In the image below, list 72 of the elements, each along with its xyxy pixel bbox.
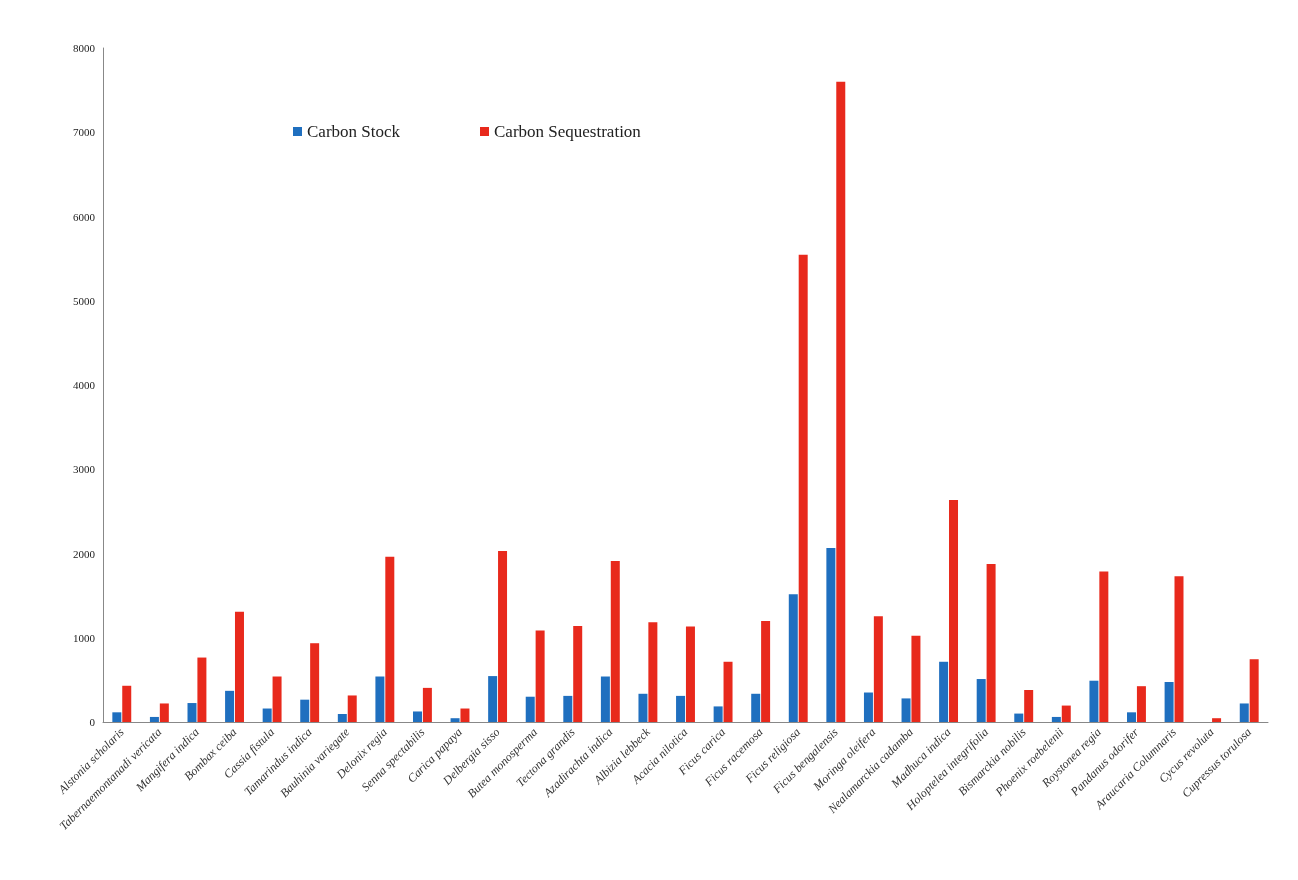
- bar: [122, 685, 132, 722]
- legend-label: Carbon Stock: [307, 122, 401, 141]
- bar: [1164, 681, 1174, 722]
- bar: [610, 561, 620, 722]
- bar: [573, 625, 583, 722]
- bar: [1061, 705, 1071, 722]
- bar: [385, 556, 395, 722]
- bar: [1239, 703, 1249, 722]
- bar: [676, 695, 686, 722]
- bar: [1127, 712, 1137, 722]
- y-tick-label: 7000: [73, 126, 96, 139]
- bar: [873, 616, 883, 722]
- bar: [563, 695, 573, 722]
- bar: [1249, 659, 1259, 722]
- y-tick-label: 0: [89, 716, 96, 728]
- y-tick-label: 5000: [73, 294, 96, 307]
- bar: [197, 657, 207, 722]
- bar: [986, 564, 996, 722]
- bar: [272, 676, 282, 722]
- bar: [375, 676, 385, 722]
- bar: [788, 594, 798, 722]
- bar: [798, 254, 808, 722]
- bar: [1024, 689, 1034, 722]
- y-tick-label: 1000: [73, 631, 96, 644]
- bar: [337, 714, 347, 722]
- bar: [412, 711, 422, 722]
- y-tick-label: 8000: [73, 42, 96, 54]
- bar: [535, 630, 545, 722]
- bar: [949, 500, 959, 722]
- bar: [1089, 680, 1099, 722]
- bar: [685, 626, 695, 722]
- bar: [225, 690, 235, 722]
- bar: [1099, 571, 1109, 722]
- bar: [713, 706, 723, 722]
- bar: [422, 687, 432, 722]
- bar: [187, 703, 197, 722]
- bar: [761, 620, 771, 722]
- bar: [648, 622, 658, 722]
- bar: [498, 550, 508, 722]
- bar: [300, 699, 310, 722]
- bar: [911, 635, 921, 722]
- bar: [863, 692, 873, 722]
- y-tick-label: 4000: [73, 379, 96, 391]
- bar: [1136, 686, 1146, 722]
- bar: [1051, 716, 1061, 722]
- bar: [826, 548, 836, 722]
- bar: [450, 718, 460, 722]
- bar: [149, 716, 159, 722]
- bar: [347, 695, 357, 722]
- bar: [836, 81, 846, 722]
- bar: [234, 611, 244, 722]
- bar: [488, 676, 498, 722]
- bar: [976, 679, 986, 722]
- legend-label: Carbon Sequestration: [494, 122, 642, 141]
- bar: [1014, 713, 1024, 722]
- bar: [460, 708, 470, 722]
- y-tick-label: 6000: [73, 210, 96, 223]
- bar: [159, 703, 169, 722]
- bar: [262, 708, 272, 722]
- y-tick-label: 2000: [73, 547, 96, 560]
- bar: [751, 693, 761, 722]
- bar: [901, 698, 911, 722]
- bar: [939, 661, 949, 722]
- bar: [112, 712, 122, 722]
- bar: [638, 693, 648, 722]
- bar: [310, 643, 320, 722]
- bar: [1212, 718, 1222, 722]
- bar: [525, 696, 535, 722]
- y-tick-label: 3000: [73, 463, 96, 476]
- bar: [1174, 576, 1184, 722]
- bar: [600, 676, 610, 722]
- bar: [723, 661, 733, 722]
